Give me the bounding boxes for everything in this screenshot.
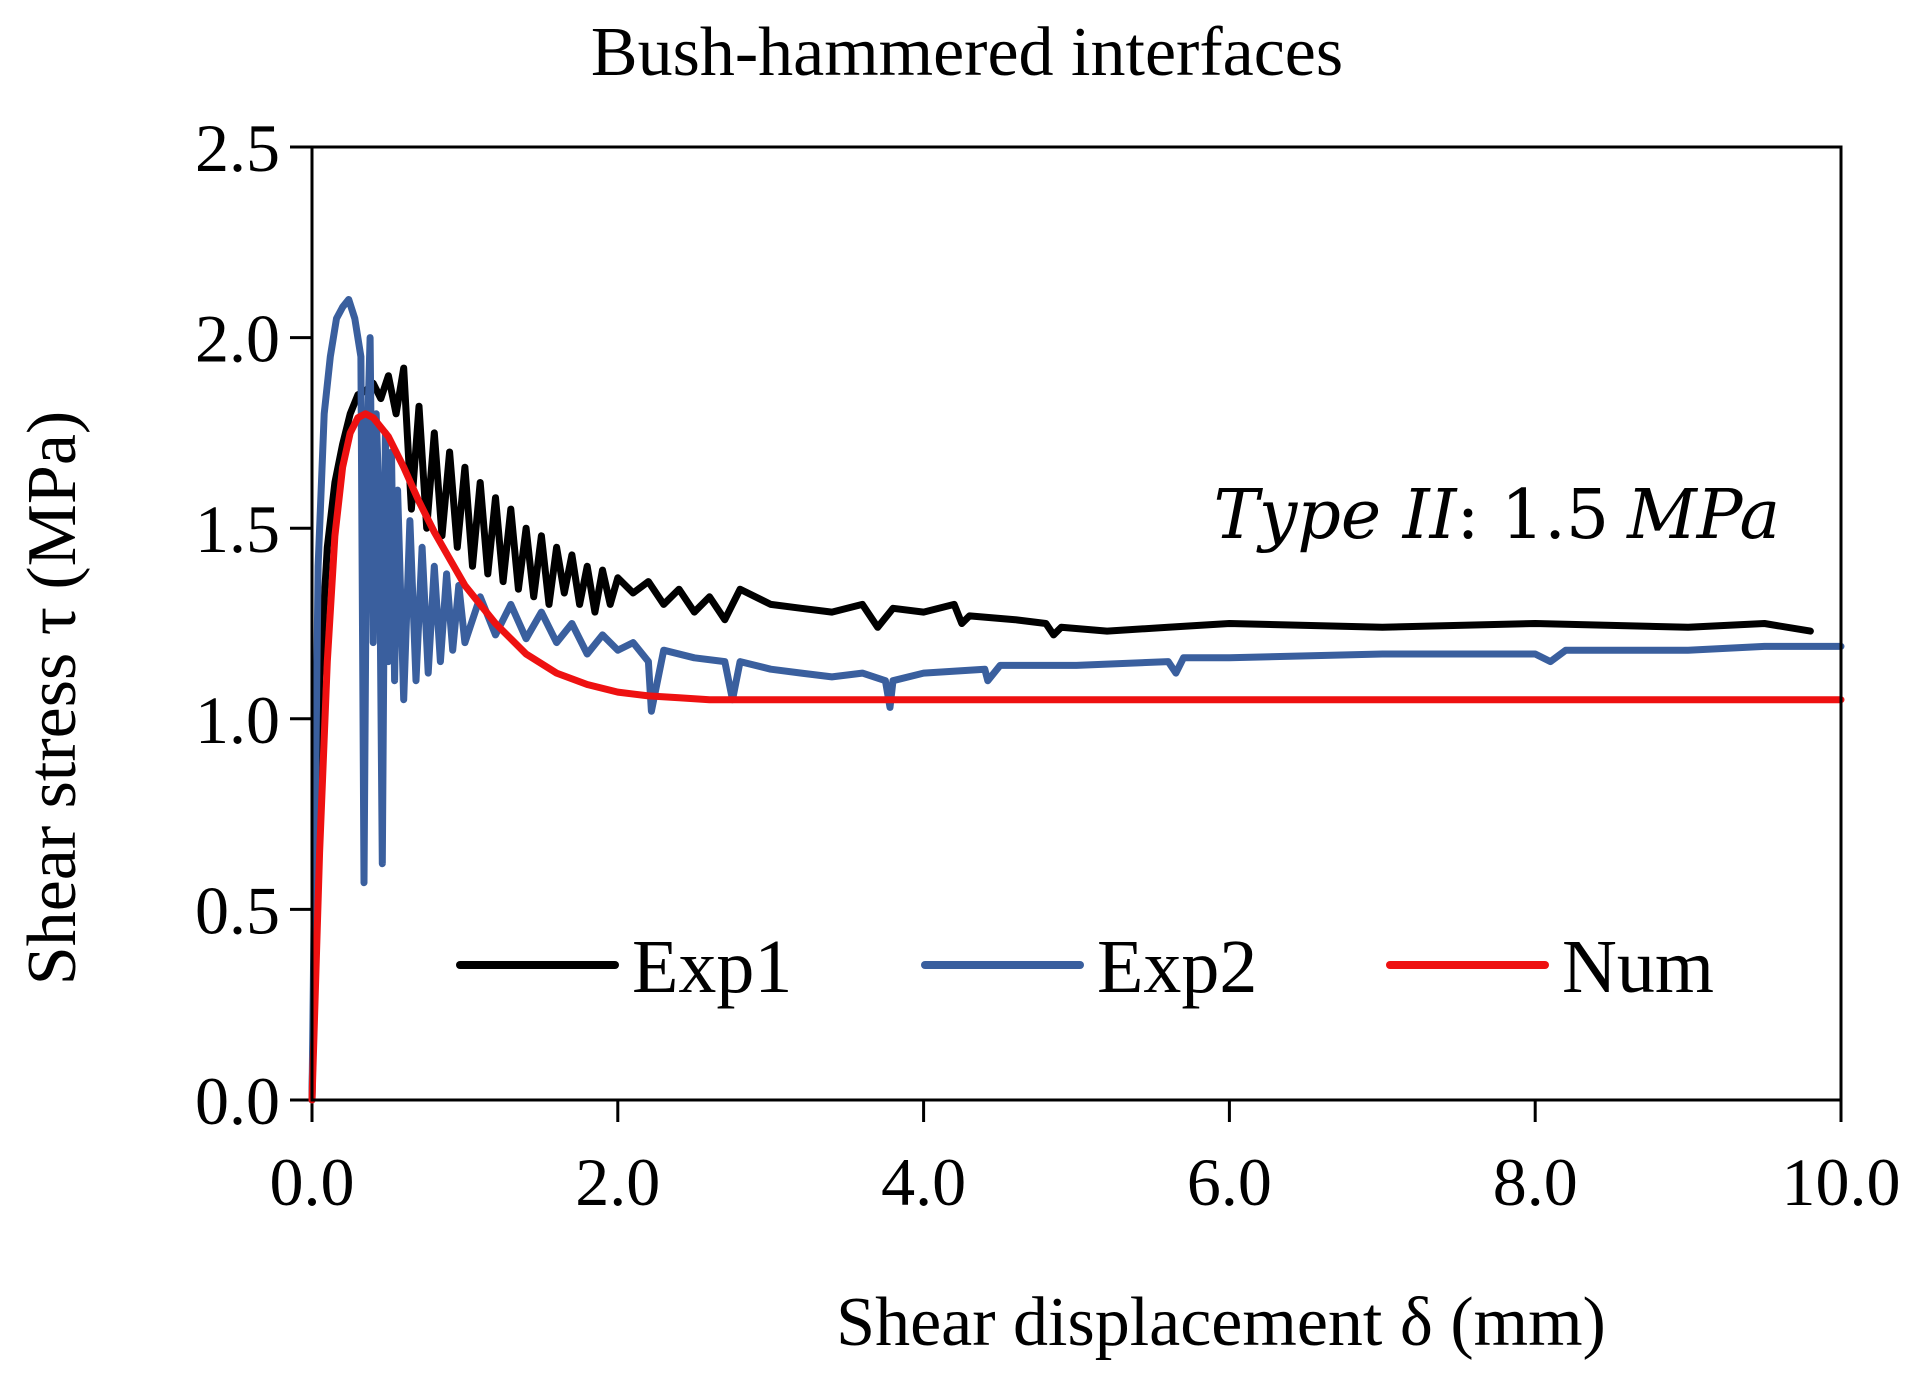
legend-label-num: Num bbox=[1562, 925, 1714, 1009]
plot-frame bbox=[310, 145, 1843, 1102]
series-layer bbox=[308, 296, 1845, 1104]
x-tick-label: 10.0 bbox=[1782, 1144, 1901, 1220]
x-tick-label: 4.0 bbox=[881, 1144, 966, 1220]
legend: Exp1 Exp2 Num bbox=[456, 925, 1714, 1009]
type-annotation: Type II: 1.5 MPa bbox=[1214, 476, 1780, 555]
annotation-value: 1.5 bbox=[1501, 476, 1609, 555]
legend-label-exp2: Exp2 bbox=[1097, 925, 1257, 1009]
y-tick-label: 2.5 bbox=[195, 110, 280, 186]
x-tick-label: 2.0 bbox=[575, 1144, 660, 1220]
y-tick-label: 1.5 bbox=[195, 491, 280, 567]
x-tick-label: 8.0 bbox=[1493, 1144, 1578, 1220]
annotation-type-label: Type II bbox=[1214, 476, 1458, 555]
y-axis-label: Shear stress τ (MPa) bbox=[14, 411, 91, 985]
series-line-exp1 bbox=[308, 364, 1814, 1104]
x-axis-label: Shear displacement δ (mm) bbox=[836, 1284, 1606, 1361]
legend-label-exp1: Exp1 bbox=[632, 925, 792, 1009]
y-tick-label: 0.5 bbox=[195, 872, 280, 948]
axis-ticks: 0.0 2.0 4.0 6.0 8.0 10.0 0.0 0.5 1.0 1.5 2.0 2.5 bbox=[195, 110, 1901, 1220]
y-tick-label: 1.0 bbox=[195, 682, 280, 758]
x-tick-label: 6.0 bbox=[1187, 1144, 1272, 1220]
annotation-unit: MPa bbox=[1625, 476, 1780, 555]
y-tick-label: 2.0 bbox=[195, 301, 280, 377]
annotation-separator: : bbox=[1456, 476, 1501, 555]
series-line-exp2 bbox=[308, 296, 1845, 1104]
x-tick-label: 0.0 bbox=[270, 1144, 355, 1220]
chart-title: Bush-hammered interfaces bbox=[591, 14, 1343, 91]
y-tick-label: 0.0 bbox=[195, 1063, 280, 1139]
series-line-num bbox=[308, 410, 1845, 1104]
